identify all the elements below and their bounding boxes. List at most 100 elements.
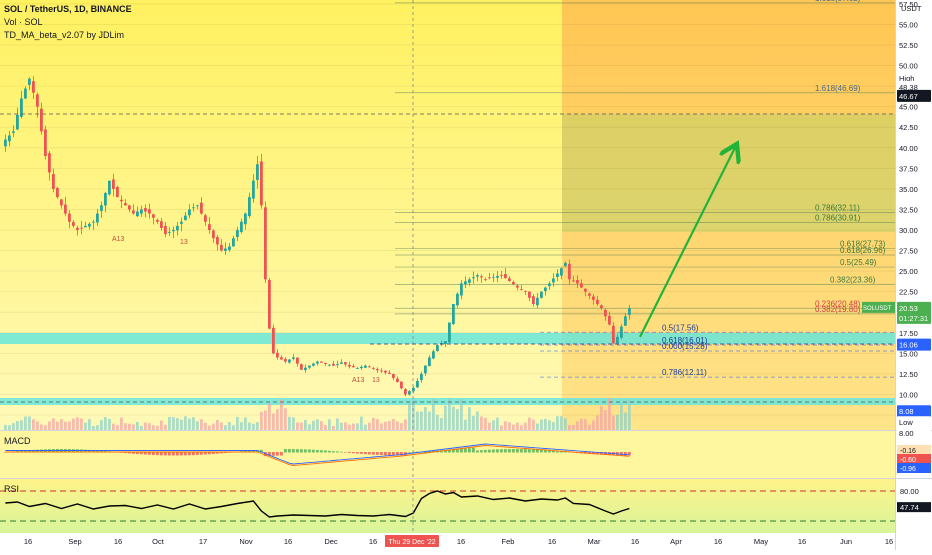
candle-body [168,232,171,233]
candle-body [192,207,195,209]
label-high-value-bg [897,80,931,93]
fib-label: 0.236(20.48) [815,299,861,308]
volume-bar [612,415,615,430]
y-tick-label: 25.00 [899,267,918,276]
macd-hist [360,452,363,454]
candle-body [160,221,163,228]
candle-body [20,98,23,117]
candle-body [328,364,331,366]
macd-hist [308,449,311,453]
x-tick-label: 16 [457,537,465,546]
volume-bar [312,420,315,430]
macd-hist [288,449,291,453]
candle-body [312,363,315,366]
volume-bar [136,421,139,430]
candle-body [388,372,391,374]
candle-body [24,88,27,99]
candle-body [596,299,599,304]
candle-body [520,289,523,290]
volume-bar [628,399,631,430]
volume-bar [268,403,271,430]
candle-body [380,370,383,372]
volume-bar [280,399,283,430]
volume-bar [416,411,419,430]
volume-bar [528,417,531,430]
macd-hist [528,449,531,453]
candle-body [100,205,103,211]
volume-legend[interactable]: Vol · SOL [4,17,43,27]
indicator-legend[interactable]: TD_MA_beta_v2.07 by JDLim [4,30,125,40]
candle-body [360,366,363,369]
x-tick-label: Sep [68,537,81,546]
macd-hist [540,449,543,453]
symbol-title[interactable]: SOL / TetherUS, 1D, BINANCE [4,4,132,14]
candle-body [144,208,147,212]
volume-bar [404,419,407,430]
macd-hist [300,449,303,453]
macd-hist [248,450,251,453]
volume-bar [356,423,359,430]
volume-bar [156,425,159,430]
macd-hist [32,449,35,453]
volume-bar [480,416,483,430]
candle-body [532,296,535,304]
rsi-label[interactable]: RSI [4,484,20,494]
volume-bar [424,407,427,430]
x-tick-label: Mar [588,537,601,546]
macd-label[interactable]: MACD [4,436,31,446]
x-tick-label: Nov [239,537,253,546]
candle-body [320,361,323,363]
macd-hist [312,449,315,453]
candle-body [44,129,47,156]
macd-hist [84,449,87,453]
candle-body [556,273,559,278]
candle-body [240,221,243,232]
candle-body [528,291,531,298]
volume-bar [392,419,395,430]
candle-body [132,210,135,214]
time-axis[interactable]: 16 Sep 16 Oct 17 Nov 16 Dec 16 16 Feb 16 Mar 16 Apr 16 M… [24,535,893,547]
candle-body [92,221,95,223]
rsi-pane: 80.00 47.74 [0,487,931,522]
y-tick-label: 42.50 [899,123,918,132]
candle-body [68,213,71,222]
macd-hist [388,452,391,456]
volume-bar [460,399,463,430]
candle-body [200,202,203,214]
macd-pane-bg [0,431,895,478]
volume-bar [192,417,195,430]
macd-hist [276,452,279,456]
candle-body [208,224,211,230]
macd-hist [168,452,171,456]
volume-bar [384,421,387,430]
macd-hist [492,449,495,453]
crosshair-date-label: Thu 29 Dec '22 [388,539,435,546]
xaxis-bg [0,533,932,550]
label-low-line-bg [897,405,931,418]
candle-body [476,275,479,277]
candle-body [612,325,615,344]
macd-hist [472,447,475,453]
td-mark: 13 [372,377,380,384]
candle-body [260,161,263,206]
volume-bar [88,419,91,430]
volume-bar [620,402,623,430]
macd-hist [512,449,515,453]
volume-bar [492,420,495,430]
candle-body [460,283,463,296]
fib-label: 1.618(57.62) [815,0,861,3]
macd-value-label: -0.96 [900,466,916,473]
candle-body [96,213,99,223]
volume-bar [128,423,131,430]
macd-hist [88,449,91,453]
y-tick-label: 40.00 [899,144,918,153]
volume-bar [68,421,71,430]
volume-bar [608,398,611,430]
macd-hist [188,452,191,456]
candle-body [232,238,235,247]
candle-body [352,366,355,368]
volume-bar [524,422,527,430]
macd-hist [520,449,523,453]
